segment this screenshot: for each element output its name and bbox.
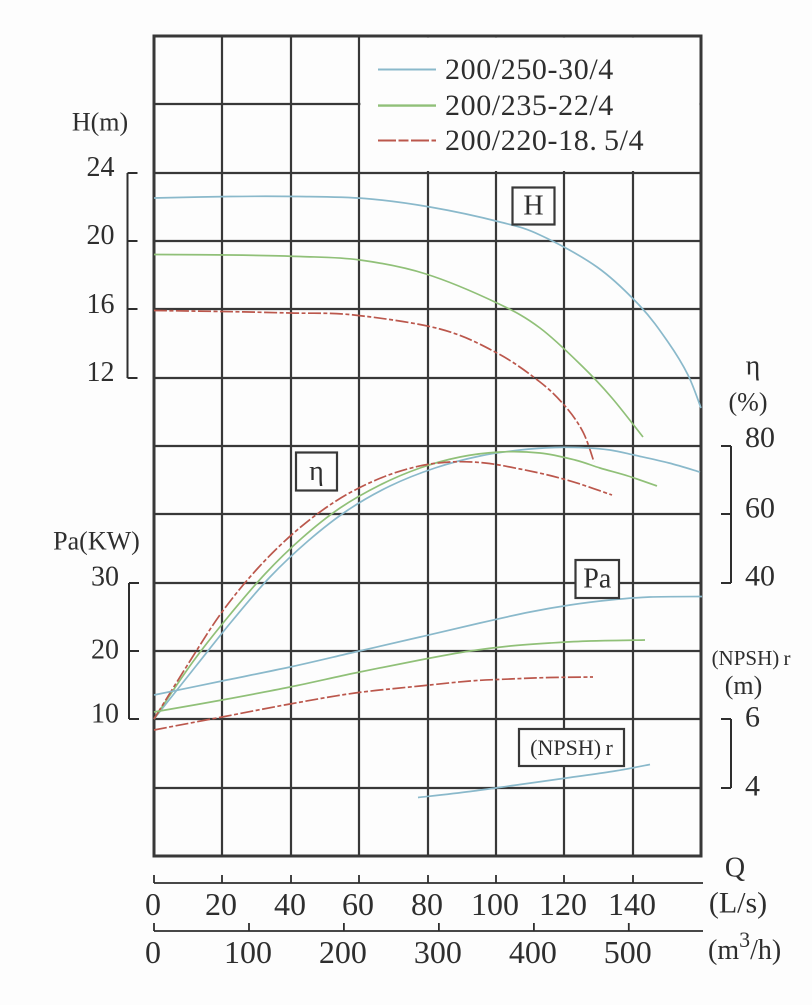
svg-text:η: η: [309, 456, 324, 487]
svg-text:(NPSH) r: (NPSH) r: [530, 735, 613, 760]
svg-text:6: 6: [745, 701, 760, 734]
svg-text:120: 120: [539, 886, 587, 922]
svg-text:200: 200: [319, 934, 367, 970]
svg-text:24: 24: [87, 152, 115, 183]
svg-text:500: 500: [604, 934, 652, 970]
svg-text:40: 40: [745, 560, 775, 593]
svg-text:H: H: [523, 191, 543, 222]
svg-text:20: 20: [205, 886, 237, 922]
svg-text:60: 60: [745, 492, 775, 525]
svg-text:100: 100: [471, 886, 519, 922]
svg-text:200/250-30/4: 200/250-30/4: [445, 53, 614, 86]
svg-text:4: 4: [745, 770, 760, 803]
svg-text:(m): (m): [725, 671, 763, 700]
svg-text:40: 40: [274, 886, 306, 922]
svg-text:(%): (%): [729, 388, 768, 417]
svg-text:60: 60: [342, 886, 374, 922]
svg-text:(L/s): (L/s): [709, 887, 767, 920]
svg-text:20: 20: [87, 220, 115, 251]
svg-text:Pa(KW): Pa(KW): [53, 527, 140, 556]
svg-text:140: 140: [608, 886, 656, 922]
svg-text:30: 30: [91, 562, 119, 593]
svg-text:200/235-22/4: 200/235-22/4: [445, 89, 614, 122]
svg-text:(NPSH) r: (NPSH) r: [712, 646, 791, 670]
svg-text:H(m): H(m): [72, 108, 128, 137]
svg-text:20: 20: [91, 635, 119, 666]
svg-text:300: 300: [414, 934, 462, 970]
svg-text:16: 16: [87, 289, 115, 320]
svg-text:400: 400: [509, 934, 557, 970]
svg-text:η: η: [746, 351, 761, 382]
svg-text:10: 10: [91, 699, 119, 730]
svg-text:0: 0: [145, 934, 161, 970]
svg-text:12: 12: [87, 357, 115, 388]
svg-text:0: 0: [145, 886, 161, 922]
svg-text:Pa: Pa: [583, 564, 612, 595]
svg-text:200/220-18. 5/4: 200/220-18. 5/4: [445, 124, 644, 157]
svg-text:80: 80: [745, 421, 775, 454]
svg-text:80: 80: [411, 886, 443, 922]
svg-text:100: 100: [224, 934, 272, 970]
svg-text:Q: Q: [725, 853, 745, 884]
